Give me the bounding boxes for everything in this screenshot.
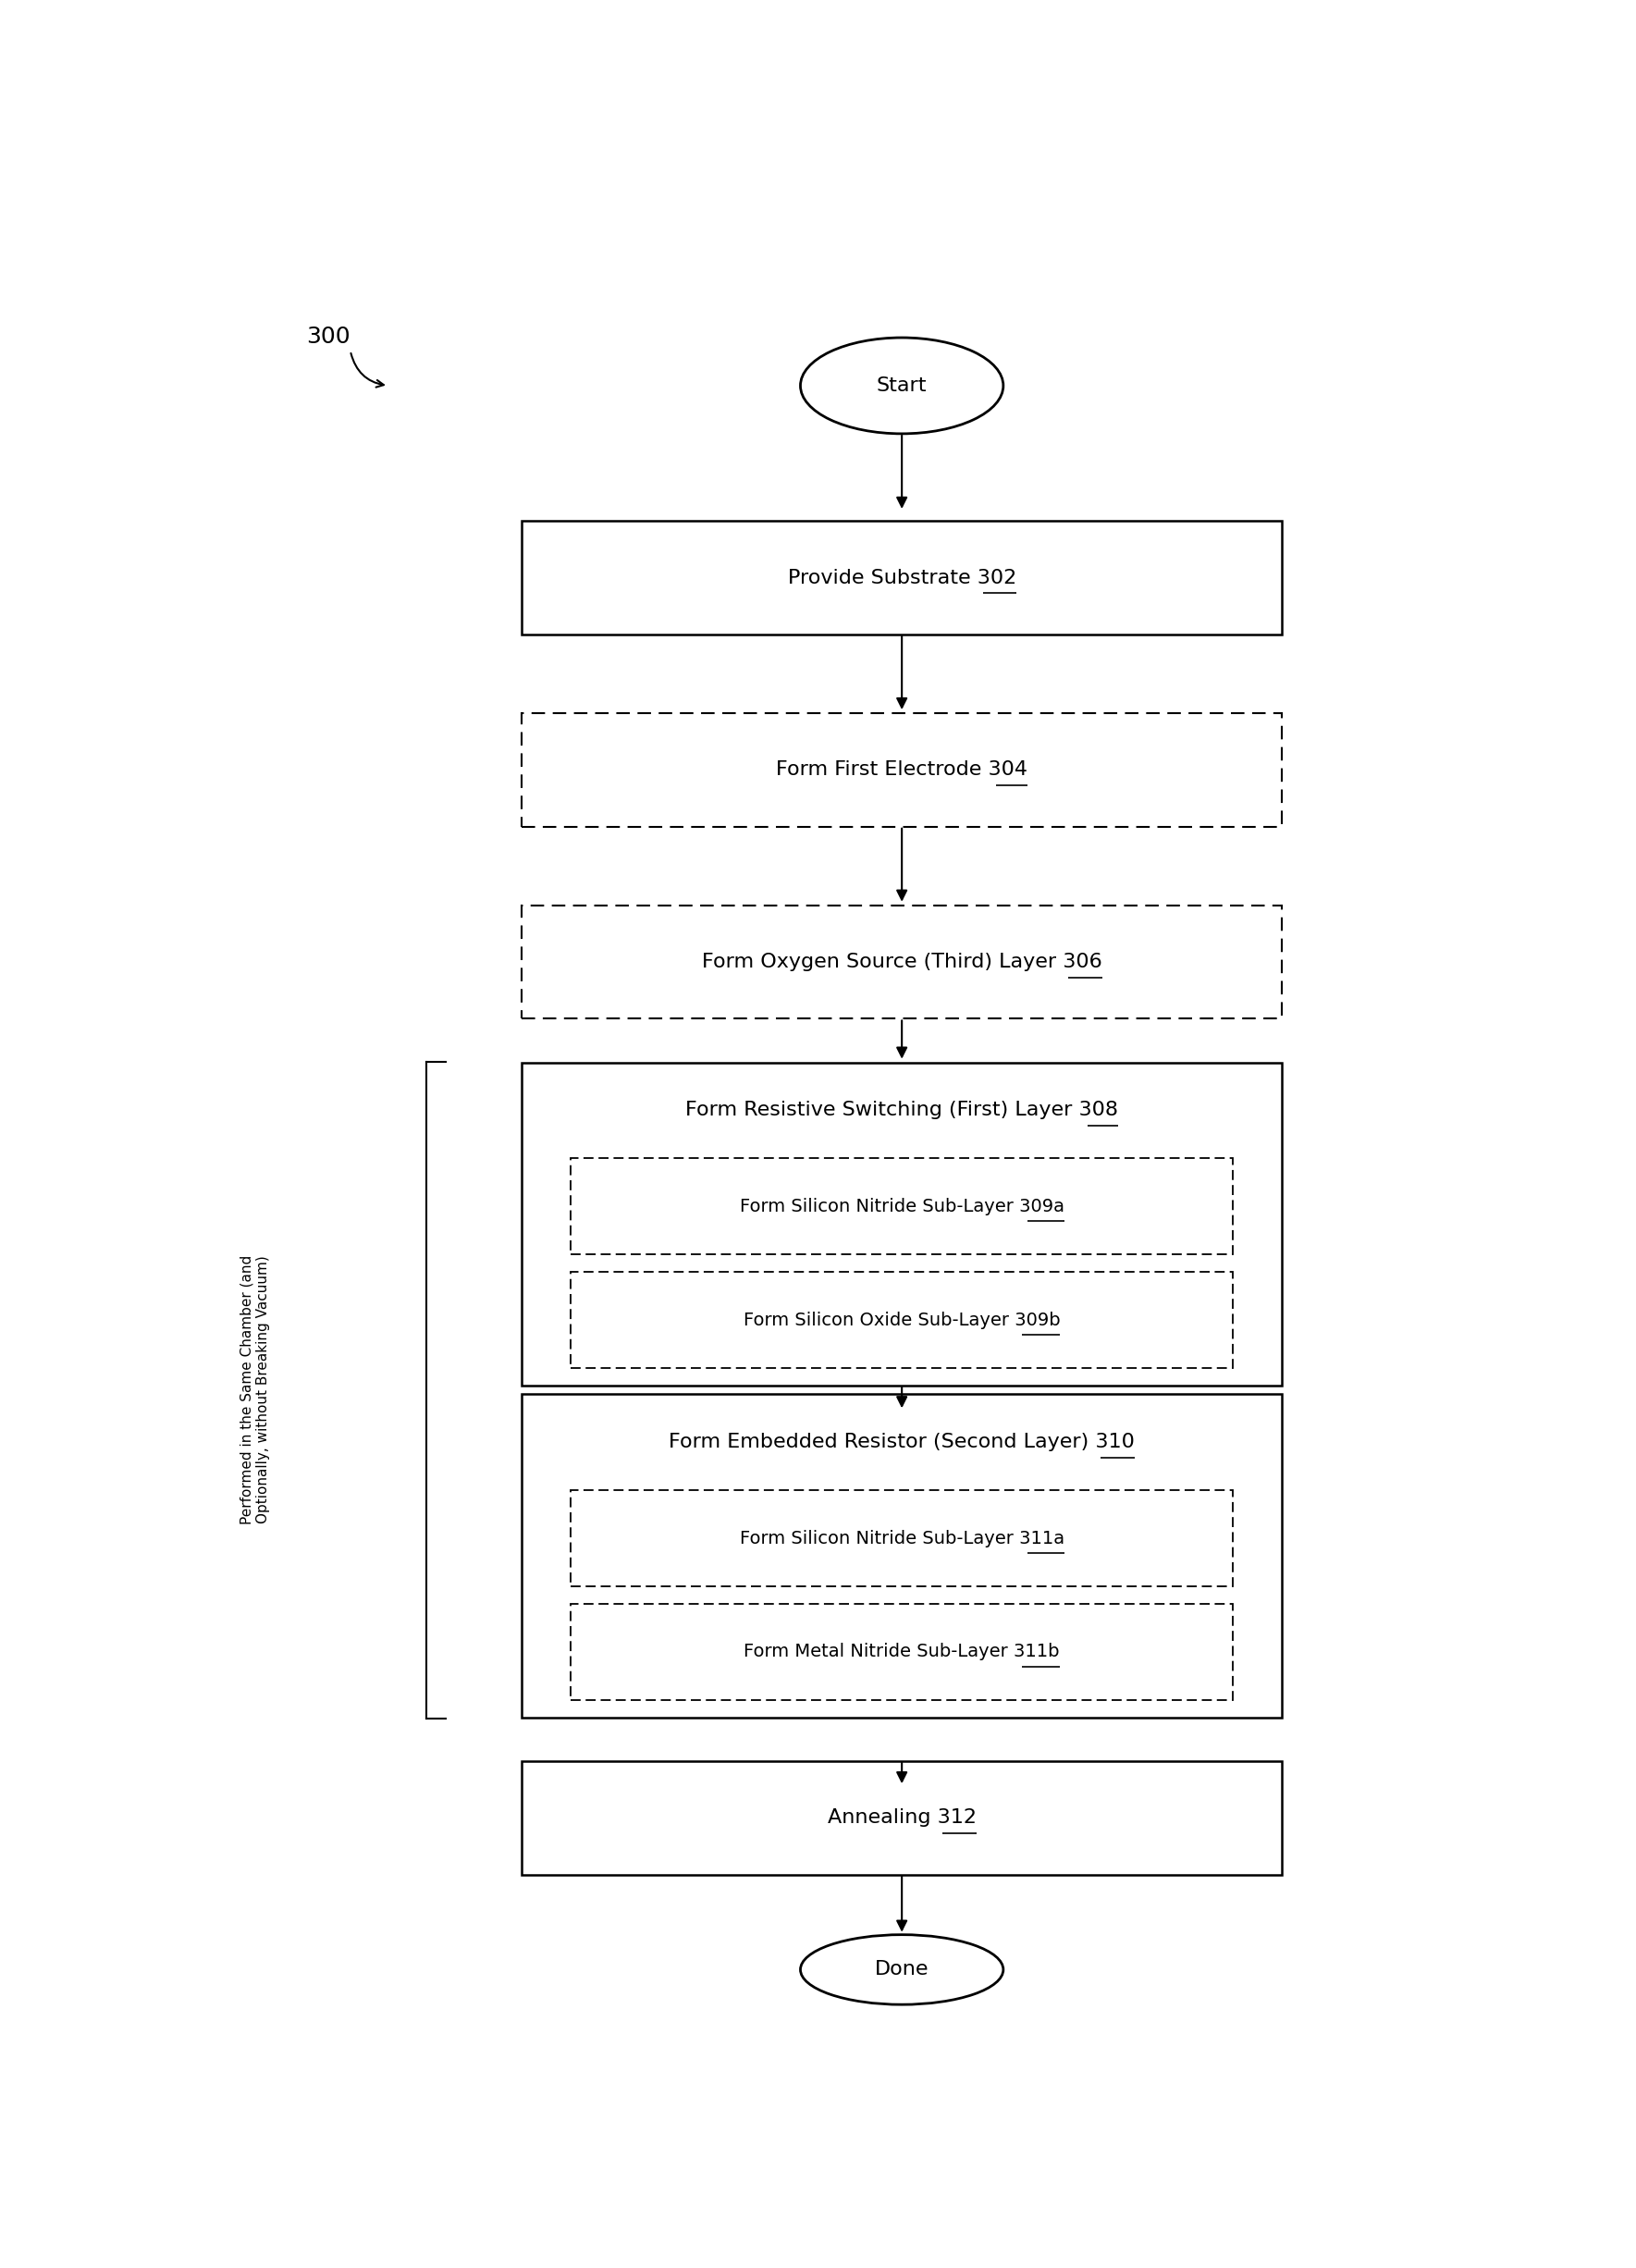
Text: Provide Substrate 302: Provide Substrate 302 — [787, 569, 1016, 587]
Text: Form Resistive Switching (First) Layer 308: Form Resistive Switching (First) Layer 3… — [685, 1102, 1119, 1120]
Text: Form Embedded Resistor (Second Layer) 310: Form Embedded Resistor (Second Layer) 31… — [669, 1433, 1135, 1452]
Text: Form Silicon Oxide Sub-Layer 309b: Form Silicon Oxide Sub-Layer 309b — [743, 1311, 1060, 1329]
Bar — [522, 712, 1283, 826]
Bar — [571, 1272, 1234, 1368]
Text: Form Silicon Nitride Sub-Layer 309a: Form Silicon Nitride Sub-Layer 309a — [739, 1198, 1063, 1216]
Bar — [571, 1490, 1234, 1585]
Text: Form Metal Nitride Sub-Layer 311b: Form Metal Nitride Sub-Layer 311b — [744, 1642, 1060, 1660]
Bar — [522, 1061, 1283, 1386]
Text: Start: Start — [877, 376, 928, 395]
Bar — [522, 522, 1283, 635]
Text: Annealing 312: Annealing 312 — [828, 1808, 977, 1828]
Text: Form Silicon Nitride Sub-Layer 311a: Form Silicon Nitride Sub-Layer 311a — [739, 1529, 1063, 1547]
Bar — [571, 1603, 1234, 1699]
Text: Form Oxygen Source (Third) Layer 306: Form Oxygen Source (Third) Layer 306 — [702, 953, 1103, 971]
Text: Done: Done — [875, 1960, 929, 1980]
Text: Form First Electrode 304: Form First Electrode 304 — [775, 760, 1027, 780]
Bar — [522, 905, 1283, 1018]
Bar — [522, 1395, 1283, 1717]
Bar — [522, 1760, 1283, 1873]
Text: Performed in the Same Chamber (and
Optionally, without Breaking Vacuum): Performed in the Same Chamber (and Optio… — [240, 1254, 270, 1524]
Bar — [571, 1159, 1234, 1254]
Text: 300: 300 — [306, 327, 350, 347]
